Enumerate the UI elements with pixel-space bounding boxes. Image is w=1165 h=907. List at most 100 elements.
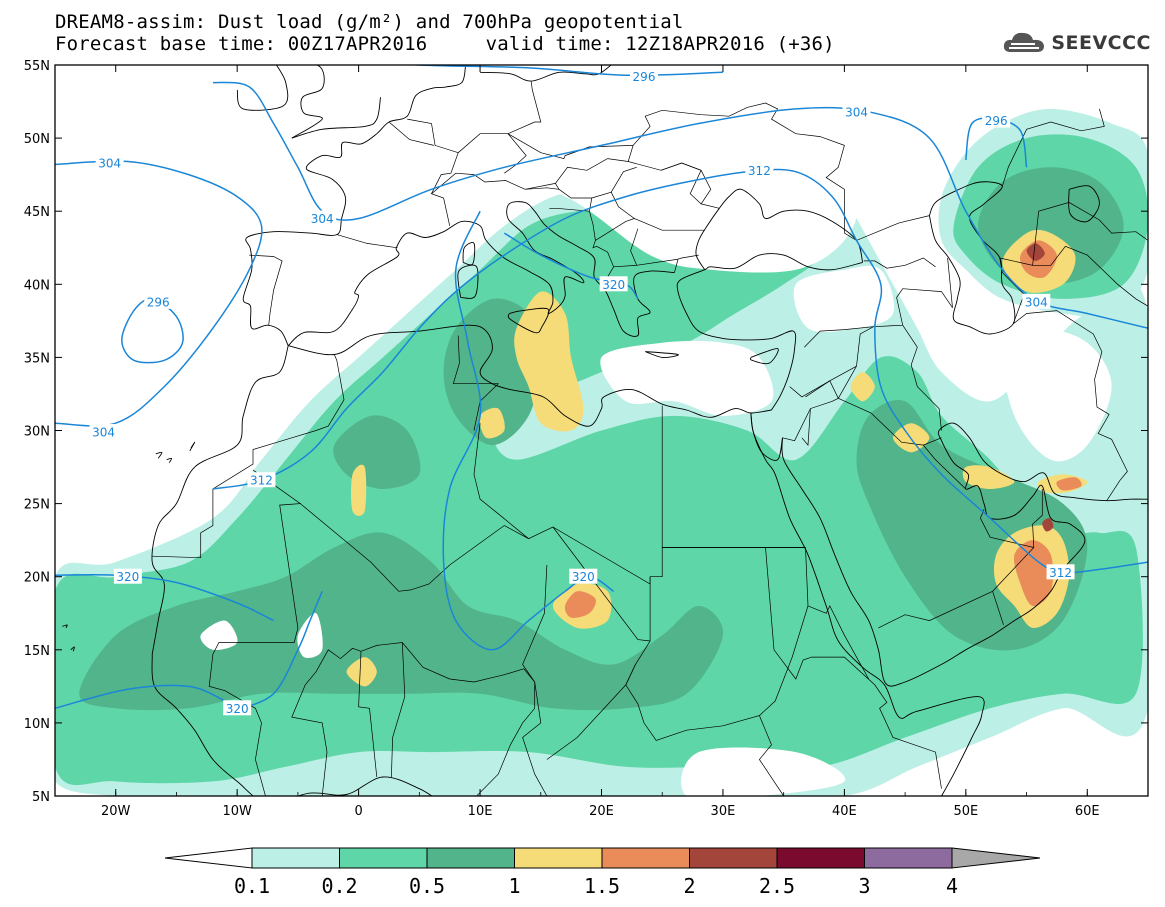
coastline-7	[507, 307, 550, 334]
border-21	[838, 397, 942, 446]
border-34	[1032, 245, 1148, 307]
dust-region-25	[1042, 518, 1054, 532]
clear-region-7	[681, 747, 846, 796]
coastline-16	[1068, 185, 1100, 223]
border-10	[291, 642, 403, 796]
border-18	[789, 380, 839, 399]
colorbar-label: 2	[683, 874, 695, 898]
dust-region-21	[1013, 540, 1054, 607]
colorbar-under-arrow	[164, 847, 253, 869]
border-23	[801, 408, 811, 446]
colorbar-segment-0	[251, 847, 340, 869]
coastline-6	[287, 201, 675, 347]
coastline-10	[645, 351, 679, 358]
border-15	[759, 605, 809, 716]
dust-region-20	[564, 591, 596, 618]
coastline-0	[151, 654, 433, 796]
coastline-11	[750, 348, 779, 365]
contour-label-bg	[113, 568, 142, 584]
contour-label-296: 296	[147, 295, 170, 309]
coastline-9	[462, 242, 476, 266]
contour-296-line-1	[404, 65, 723, 77]
contour-label-bg	[247, 472, 276, 488]
border-26	[992, 591, 1004, 626]
coastline-2	[288, 324, 772, 427]
coastline-23	[189, 441, 196, 452]
contour-label-bg	[308, 210, 337, 226]
contour-label-bg	[982, 112, 1011, 128]
coastline-21	[166, 457, 173, 463]
coastline-22	[155, 451, 163, 459]
colorbar-label: 2.5	[759, 874, 795, 898]
dust-region-11	[351, 464, 367, 516]
border-39	[457, 133, 527, 174]
border-9	[391, 642, 406, 778]
contour-label-304: 304	[1025, 295, 1048, 309]
border-44	[549, 207, 590, 212]
contour-320-line-3	[442, 210, 615, 651]
clear-region-3	[793, 265, 895, 333]
border-16	[765, 547, 942, 789]
border-13	[546, 664, 636, 760]
coastline-19	[480, 65, 612, 82]
border-41	[524, 183, 560, 190]
coastline-14	[750, 412, 783, 461]
lon-label: 40E	[832, 804, 857, 819]
clear-region-0	[204, 90, 858, 273]
border-25	[878, 489, 1043, 629]
dust-region-9	[514, 291, 584, 432]
border-29	[947, 257, 953, 308]
colorbar-label: 1	[508, 874, 520, 898]
lon-label: 20E	[589, 804, 614, 819]
colorbar-label: 0.5	[409, 874, 445, 898]
contour-label-bg	[630, 68, 659, 84]
contour-label-bg	[745, 162, 774, 178]
border-19	[804, 326, 874, 348]
dust-region-10	[479, 407, 505, 439]
colorbar-segment-7	[864, 847, 953, 869]
clear-region-6	[297, 613, 323, 658]
lat-label: 5N	[32, 790, 50, 805]
border-4	[473, 423, 529, 539]
border-27	[980, 509, 1034, 548]
contour-label-320: 320	[116, 570, 139, 584]
coastline-18	[291, 97, 381, 139]
lon-label: 0	[354, 804, 362, 819]
colorbar-label: 3	[858, 874, 870, 898]
border-42	[558, 166, 637, 199]
border-33	[999, 202, 1148, 324]
dust-region-24	[1026, 243, 1045, 261]
map-subtitle: Forecast base time: 00Z17APR2016 valid t…	[55, 33, 835, 55]
lat-label: 40N	[24, 278, 50, 293]
lat-label: 25N	[24, 498, 50, 513]
contour-label-bg	[95, 154, 124, 170]
coastline-25	[62, 624, 68, 629]
contour-label-bg	[1022, 293, 1051, 309]
colorbar-segment-5	[689, 847, 778, 869]
dust-region-4	[79, 532, 724, 711]
border-28	[1012, 310, 1128, 501]
cloud-icon	[1004, 32, 1045, 52]
coastline-1	[151, 345, 289, 655]
coastline-4	[695, 188, 864, 270]
lon-label: 30E	[711, 804, 736, 819]
geopotential-contours: 296 296 296 304 304 304 304 304 312 312 312 320 320 3…	[55, 65, 1148, 716]
contour-296-line-0	[121, 298, 184, 364]
border-30	[863, 257, 936, 269]
seevccc-logo: SEEVCCC	[1001, 28, 1151, 58]
lat-label: 45N	[24, 205, 50, 220]
clear-region-2	[600, 340, 774, 416]
lon-label: 20W	[101, 804, 131, 819]
contour-label-304: 304	[92, 425, 115, 439]
border-52	[336, 234, 398, 249]
lon-label: 60E	[1075, 804, 1100, 819]
contour-320-line-0	[55, 573, 274, 622]
coastline-24	[70, 646, 75, 652]
colorbar-segment-1	[339, 847, 428, 869]
contour-label-312: 312	[1049, 566, 1072, 580]
colorbar-segment-4	[601, 847, 690, 869]
lat-label: 10N	[24, 717, 50, 732]
border-46	[610, 192, 635, 219]
dust-load-shading	[55, 90, 1148, 796]
